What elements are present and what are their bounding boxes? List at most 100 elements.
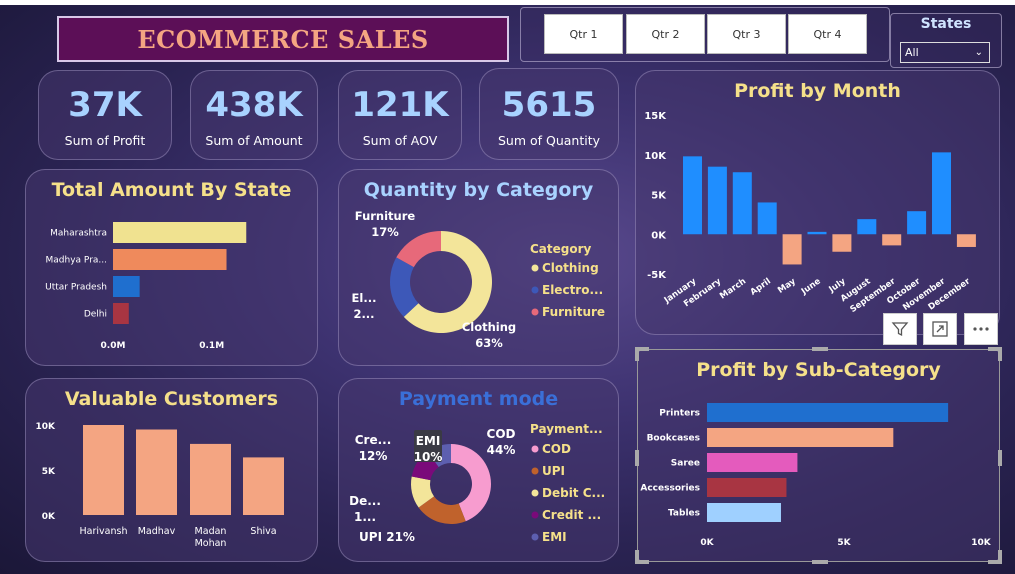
payment-legend-label: Credit ...	[542, 508, 601, 522]
resize-handle[interactable]	[635, 450, 639, 466]
state-category-label: Maharashtra	[50, 229, 107, 239]
subcategory-bar	[707, 403, 949, 422]
states-label: States	[920, 16, 972, 32]
state-bar	[113, 249, 227, 270]
month-y-tick: 15K	[644, 111, 667, 122]
resize-handle[interactable]	[998, 450, 1002, 466]
category-slice-name: Clothing	[462, 320, 516, 334]
month-x-tick: June	[799, 276, 823, 297]
category-legend-marker	[531, 286, 539, 294]
resize-handle[interactable]	[635, 347, 649, 351]
subcategory-x-tick: 5K	[837, 538, 851, 548]
qtr-4-button[interactable]: Qtr 4	[788, 14, 867, 54]
resize-handle[interactable]	[988, 347, 1002, 351]
month-bar	[882, 234, 902, 246]
resize-handle[interactable]	[635, 560, 649, 564]
category-quantity-chart: Clothing 63% El... 2... Furniture 17% Category…	[352, 209, 606, 350]
resize-handle[interactable]	[812, 347, 828, 351]
month-x-tick: April	[749, 276, 773, 297]
category-slice-pct: 63%	[475, 336, 503, 350]
kpi-card-aov: 121K Sum of AOV	[338, 70, 462, 160]
state-chart-title: Total Amount By State	[51, 179, 292, 201]
subcategory-profit-card[interactable]: Profit by Sub-Category Printers Bookcases…	[637, 349, 1000, 562]
payment-slice-pct: 44%	[487, 443, 516, 457]
resize-handle[interactable]	[812, 560, 828, 564]
state-bar	[113, 303, 129, 324]
customers-y-tick: 5K	[42, 467, 56, 477]
month-y-tick: 0K	[651, 230, 667, 241]
month-y-tick: -5K	[647, 270, 667, 281]
month-y-tick: 10K	[644, 151, 667, 162]
resize-handle[interactable]	[998, 347, 1002, 361]
kpi-value: 37K	[68, 85, 142, 125]
month-bar	[832, 234, 852, 252]
customer-bar	[136, 429, 177, 515]
kpi-card-amount: 438K Sum of Amount	[190, 70, 318, 160]
state-x-tick: 0.0M	[101, 341, 126, 351]
filter-icon[interactable]	[883, 313, 917, 345]
top-strip	[0, 0, 1015, 5]
category-legend-title: Category	[530, 242, 592, 256]
qtr-2-button[interactable]: Qtr 2	[626, 14, 705, 54]
customer-x-label: Mohan	[195, 538, 227, 549]
chevron-down-icon: ⌄	[974, 47, 983, 58]
month-bar	[732, 172, 752, 235]
customers-y-tick: 10K	[36, 422, 57, 432]
category-slice-name: El...	[352, 291, 377, 305]
month-bar	[757, 202, 777, 235]
category-legend-label: Electro...	[542, 283, 603, 297]
payment-legend-label: UPI	[542, 464, 565, 478]
payment-legend-label: Debit C...	[542, 486, 605, 500]
category-legend-label: Clothing	[542, 261, 599, 275]
focus-mode-icon[interactable]	[923, 313, 957, 345]
states-slicer: States All ⌄	[890, 13, 1002, 68]
month-y-tick: 5K	[651, 191, 667, 202]
state-bar	[113, 222, 247, 243]
month-bar	[907, 211, 927, 235]
subcategory-x-tick: 0K	[700, 538, 714, 548]
month-x-tick: May	[776, 276, 798, 296]
category-legend-marker	[531, 264, 539, 272]
state-bar	[113, 276, 140, 297]
month-bar	[857, 219, 877, 235]
kpi-value: 438K	[205, 85, 303, 125]
qtr-1-button[interactable]: Qtr 1	[544, 14, 623, 54]
customers-card: Valuable Customers 0K 5K 10K Harivansh Madha…	[25, 378, 318, 562]
state-x-tick: 0.1M	[199, 341, 224, 351]
payment-slice	[411, 476, 435, 508]
category-slice-name: Furniture	[355, 209, 416, 223]
state-amount-card: Total Amount By State Maharashtra Madhya …	[25, 169, 318, 366]
subcategory-bar	[707, 453, 798, 472]
dashboard-title: ECOMMERCE SALES	[137, 24, 429, 54]
subcategory-label: Bookcases	[647, 434, 700, 444]
payment-slice-name: UPI 21%	[359, 530, 415, 544]
states-selected-value: All	[905, 46, 919, 59]
resize-handle[interactable]	[998, 550, 1002, 564]
payment-mode-chart: COD 44% UPI 21% De... 1... Cre... 12% EMI 10% Pay…	[349, 422, 605, 544]
resize-handle[interactable]	[635, 347, 639, 361]
states-dropdown[interactable]: All ⌄	[900, 42, 990, 63]
subcategory-bar	[707, 503, 781, 522]
payment-legend-label: COD	[542, 442, 571, 456]
payment-slice-pct: 1...	[354, 510, 376, 524]
dashboard-title-box: ECOMMERCE SALES	[57, 16, 509, 62]
kpi-value: 121K	[351, 85, 449, 125]
payment-slice-name: COD	[487, 427, 516, 441]
payment-mode-card: Payment mode COD 44% UPI 21% De... 1... Cre..…	[338, 378, 619, 562]
customer-x-label: Madan	[195, 526, 227, 537]
kpi-card-quantity: 5615 Sum of Quantity	[479, 68, 619, 160]
subcategory-x-tick: 10K	[971, 538, 992, 548]
resize-handle[interactable]	[988, 560, 1002, 564]
kpi-label: Sum of Quantity	[497, 133, 601, 148]
payment-legend-marker	[531, 445, 539, 453]
payment-chart-title: Payment mode	[398, 388, 559, 410]
subcategory-label: Printers	[659, 409, 700, 419]
category-slice-pct: 2...	[353, 307, 374, 321]
quarter-slicer: Qtr 1 Qtr 2 Qtr 3 Qtr 4	[520, 7, 890, 62]
qtr-3-button[interactable]: Qtr 3	[707, 14, 786, 54]
subcategory-label: Accessories	[640, 484, 700, 494]
resize-handle[interactable]	[635, 550, 639, 564]
more-options-icon[interactable]	[964, 313, 998, 345]
